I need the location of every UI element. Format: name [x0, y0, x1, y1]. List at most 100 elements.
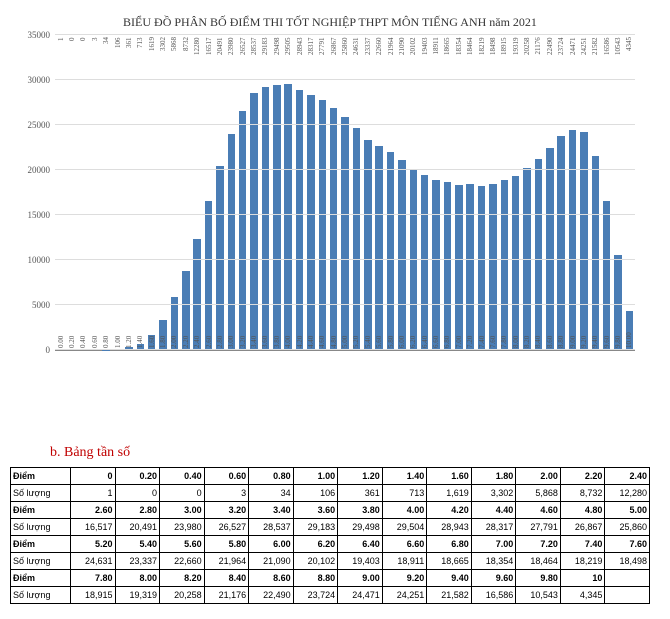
score-cell: 2.60 — [71, 502, 116, 519]
bar-slot: 210906.00 — [396, 35, 407, 350]
count-cell: 18,915 — [71, 587, 116, 604]
bar-slot: 182197.40 — [476, 35, 487, 350]
xtick-label: 2.80 — [216, 336, 224, 350]
score-cell: 7.20 — [516, 536, 561, 553]
count-cell: 3,302 — [471, 485, 516, 502]
bar-slot: 361 1.20 — [123, 35, 134, 350]
xtick-label: 7.40 — [478, 336, 486, 350]
bar: 26867 — [330, 108, 337, 350]
bar-value-label: 22660 — [375, 35, 383, 55]
count-cell: 18,354 — [471, 553, 516, 570]
xtick-label: 10.00 — [625, 332, 633, 350]
bar: 21964 — [387, 152, 394, 350]
xtick-label: 1.60 — [148, 336, 156, 350]
bar: 21090 — [398, 160, 405, 350]
xtick-label: 5.80 — [387, 336, 395, 350]
count-cell: 12,280 — [605, 485, 650, 502]
count-cell: 8,732 — [560, 485, 605, 502]
score-cell: 5.60 — [160, 536, 205, 553]
ytick-label: 25000 — [15, 120, 50, 130]
bar-value-label: 24471 — [569, 35, 577, 55]
section-subtitle: b. Bảng tần số — [50, 445, 660, 461]
plot-area: 10.0000.2000.4030.60340.801061.003611.20… — [55, 35, 635, 351]
score-cell: 0 — [71, 468, 116, 485]
score-cell — [605, 570, 650, 587]
bar-slot: 20102 6.20 — [408, 35, 419, 350]
score-cell: 4.40 — [471, 502, 516, 519]
xtick-label: 5.20 — [352, 336, 360, 350]
table-row: Điểm00.200.400.600.801.001.201.401.601.8… — [11, 468, 650, 485]
bar: 28317 — [307, 95, 314, 350]
bar-slot: 10.00 — [55, 35, 66, 350]
bar: 18498 — [489, 184, 496, 350]
bar-slot: 165172.60 — [203, 35, 214, 350]
bar-value-label: 19403 — [421, 35, 429, 55]
score-cell: 6.40 — [338, 536, 383, 553]
count-cell: 19,319 — [115, 587, 160, 604]
bars-group: 10.0000.2000.4030.60340.801061.003611.20… — [55, 35, 635, 350]
score-cell: 8.40 — [204, 570, 249, 587]
bar: 29183 — [262, 87, 269, 350]
bar-value-label: 28317 — [307, 35, 315, 55]
bar-slot: 122802.40 — [192, 35, 203, 350]
xtick-label: 1.40 — [136, 336, 144, 350]
bar-value-label: 18464 — [466, 35, 474, 55]
bar: 24631 — [353, 128, 360, 350]
count-cell: 10,543 — [516, 587, 561, 604]
row-label: Điểm — [11, 502, 71, 519]
bar-value-label: 20102 — [409, 35, 417, 55]
xtick-label: 6.20 — [409, 336, 417, 350]
bar: 18915 — [501, 180, 508, 350]
count-cell: 21,176 — [204, 587, 249, 604]
xtick-label: 9.00 — [569, 336, 577, 350]
xtick-label: 6.40 — [421, 336, 429, 350]
count-cell: 21,090 — [249, 553, 294, 570]
bar-value-label: 3 — [91, 35, 99, 41]
score-cell: 0.80 — [249, 468, 294, 485]
xtick-label: 1.80 — [159, 336, 167, 350]
bar-slot: 184987.60 — [487, 35, 498, 350]
bar-value-label: 8732 — [182, 35, 190, 51]
bar-slot: 224908.60 — [544, 35, 555, 350]
xtick-label: 6.80 — [443, 336, 451, 350]
score-cell: 3.40 — [249, 502, 294, 519]
xtick-label: 1.20 — [125, 336, 133, 350]
score-distribution-chart: BIỂU ĐỒ PHÂN BỐ ĐIỂM THI TỐT NGHIỆP THPT… — [10, 10, 650, 400]
score-cell: 4.60 — [516, 502, 561, 519]
bar-value-label: 26527 — [239, 35, 247, 55]
gridline — [55, 169, 635, 170]
count-cell: 16,517 — [71, 519, 116, 536]
xtick-label: 2.00 — [170, 336, 178, 350]
count-cell: 106 — [293, 485, 338, 502]
bar-slot: 295054.00 — [283, 35, 294, 350]
bar-slot: 294983.80 — [271, 35, 282, 350]
xtick-label: 7.60 — [489, 336, 497, 350]
bar: 21176 — [535, 159, 542, 350]
score-cell: 9.60 — [471, 570, 516, 587]
bar-slot: 277914.60 — [317, 35, 328, 350]
bar-value-label: 361 — [125, 35, 133, 48]
bar: 24251 — [580, 132, 587, 350]
xtick-label: 8.60 — [546, 336, 554, 350]
score-cell: 5.80 — [204, 536, 249, 553]
bar-slot: 202588.20 — [521, 35, 532, 350]
bar-value-label: 26867 — [330, 35, 338, 55]
gridline — [55, 124, 635, 125]
gridline — [55, 259, 635, 260]
score-cell: 2.00 — [516, 468, 561, 485]
frequency-table: Điểm00.200.400.600.801.001.201.401.601.8… — [10, 467, 650, 604]
score-cell: 2.20 — [560, 468, 605, 485]
bar-value-label: 21176 — [534, 35, 542, 54]
score-cell: 8.60 — [249, 570, 294, 587]
bar-value-label: 23337 — [364, 35, 372, 55]
bar-value-label: 5868 — [170, 35, 178, 51]
xtick-label: 9.60 — [603, 336, 611, 350]
bar-slot: 16191.60 — [146, 35, 157, 350]
bar-slot: 00.20 — [66, 35, 77, 350]
score-cell: 1.60 — [427, 468, 472, 485]
count-cell: 1,619 — [427, 485, 472, 502]
bar: 18219 — [478, 186, 485, 350]
xtick-label: 0.40 — [79, 336, 87, 350]
score-cell: 7.80 — [71, 570, 116, 587]
bar-value-label: 23980 — [227, 35, 235, 55]
